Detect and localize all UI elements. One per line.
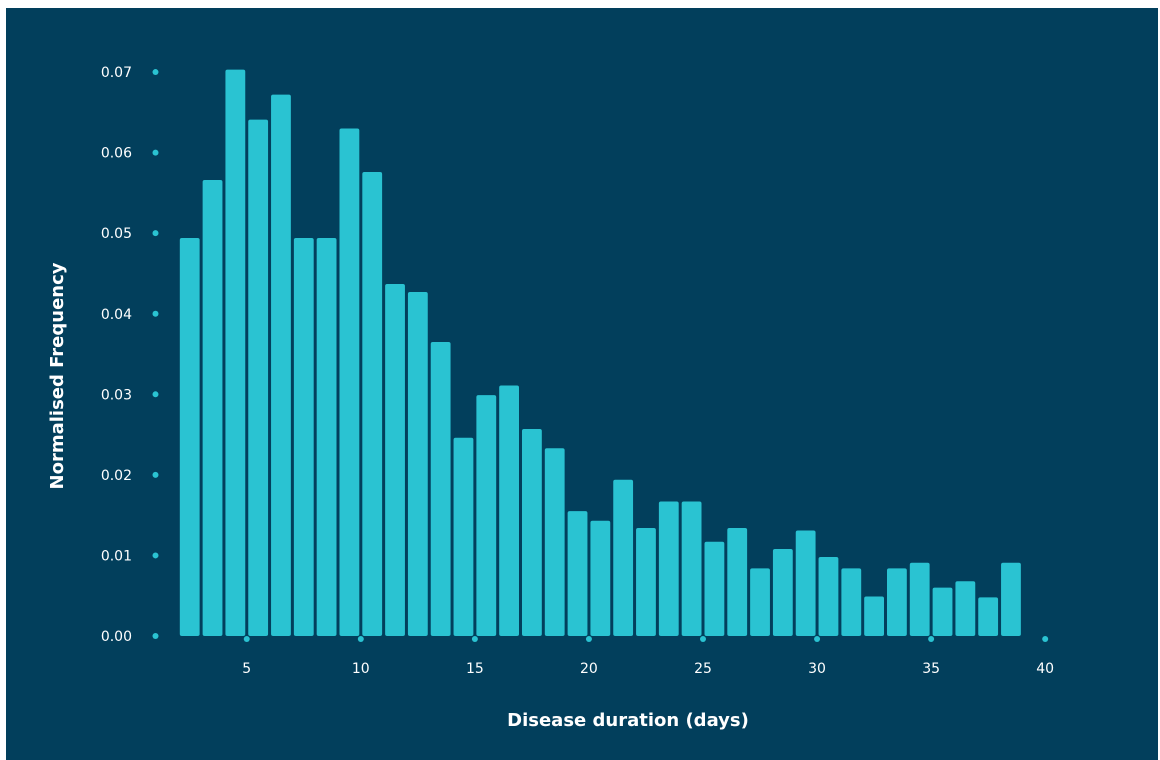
y-tick-dot <box>152 69 159 76</box>
x-tick-dot <box>357 636 364 642</box>
bars-group <box>179 69 1021 637</box>
histogram-bar <box>339 128 360 636</box>
x-axis-title: Disease duration (days) <box>507 710 749 731</box>
histogram-bar <box>658 501 679 636</box>
y-axis: 0.00 0.01 0.02 0.03 0.04 0.05 0.06 0.07 <box>101 65 159 645</box>
x-tick-dot <box>700 636 706 642</box>
y-tick-label: 0.06 <box>101 146 132 162</box>
x-tick-label: 40 <box>1036 661 1054 677</box>
histogram-bar <box>590 520 611 636</box>
y-tick-label: 0.04 <box>101 307 132 323</box>
histogram-bar <box>727 528 748 636</box>
x-tick-dot <box>243 636 250 642</box>
x-tick-label: 5 <box>242 661 251 677</box>
histogram-bar <box>887 568 907 636</box>
y-tick-label: 0.01 <box>101 548 132 564</box>
x-tick-label: 30 <box>808 661 826 677</box>
x-tick-label: 20 <box>580 661 598 677</box>
histogram-bar <box>225 69 246 636</box>
histogram-bar <box>818 557 839 636</box>
x-tick-dot <box>585 636 592 642</box>
y-tick-label: 0.02 <box>101 468 132 484</box>
y-tick-dot <box>152 633 159 639</box>
x-tick-label: 25 <box>694 661 712 677</box>
y-tick-dot <box>152 230 159 237</box>
histogram-bar <box>316 238 337 636</box>
histogram-bar <box>704 541 725 636</box>
y-tick-label: 0.00 <box>101 629 132 645</box>
x-tick-dot <box>1042 636 1049 642</box>
x-tick-label: 10 <box>352 661 370 677</box>
histogram-bar <box>362 171 383 636</box>
histogram-bar <box>179 238 200 636</box>
y-axis-title: Normalised Frequency <box>47 262 68 489</box>
histogram-bar <box>613 479 634 636</box>
y-tick-dot <box>152 471 159 478</box>
x-tick-dot <box>928 636 935 642</box>
histogram-bar <box>864 596 884 636</box>
histogram-bar <box>567 511 588 636</box>
y-tick-dot <box>152 310 159 317</box>
histogram-bar <box>772 548 793 636</box>
y-tick-dot <box>152 552 159 559</box>
histogram-bar <box>385 283 405 636</box>
y-tick-label: 0.03 <box>101 387 132 403</box>
histogram-bar <box>407 291 428 636</box>
x-axis: 5 10 15 20 25 30 35 40 <box>242 636 1054 677</box>
x-tick-dot <box>814 636 821 642</box>
histogram-bar <box>795 530 816 636</box>
histogram-bar <box>750 568 770 636</box>
histogram-bar <box>932 587 953 636</box>
histogram-bar <box>978 597 999 636</box>
histogram-bar <box>293 238 314 636</box>
histogram-bar <box>955 581 976 636</box>
histogram-bar <box>476 395 497 636</box>
y-tick-label: 0.05 <box>101 226 132 242</box>
histogram-bar <box>544 448 565 636</box>
histogram-bar <box>430 341 451 636</box>
histogram-bar <box>499 385 519 636</box>
histogram-bar <box>681 501 702 636</box>
chart-panel: 0.00 0.01 0.02 0.03 0.04 0.05 0.06 0.07 5 10 15 20… <box>6 8 1158 760</box>
y-tick-dot <box>152 149 159 156</box>
y-tick-label: 0.07 <box>101 65 132 81</box>
histogram-bar <box>453 437 474 636</box>
y-tick-dot <box>152 391 159 398</box>
histogram-bar <box>1001 562 1021 636</box>
histogram-bar <box>636 528 656 636</box>
histogram-bar <box>202 180 223 636</box>
x-tick-label: 15 <box>466 661 484 677</box>
x-tick-label: 35 <box>922 661 940 677</box>
histogram-bar <box>841 568 862 636</box>
histogram-bar <box>522 428 542 636</box>
histogram-bar <box>271 94 291 637</box>
histogram-chart: 0.00 0.01 0.02 0.03 0.04 0.05 0.06 0.07 5 10 15 20… <box>47 65 1054 731</box>
histogram-bar <box>248 119 269 637</box>
histogram-bar <box>909 562 930 636</box>
x-tick-dot <box>471 636 478 642</box>
